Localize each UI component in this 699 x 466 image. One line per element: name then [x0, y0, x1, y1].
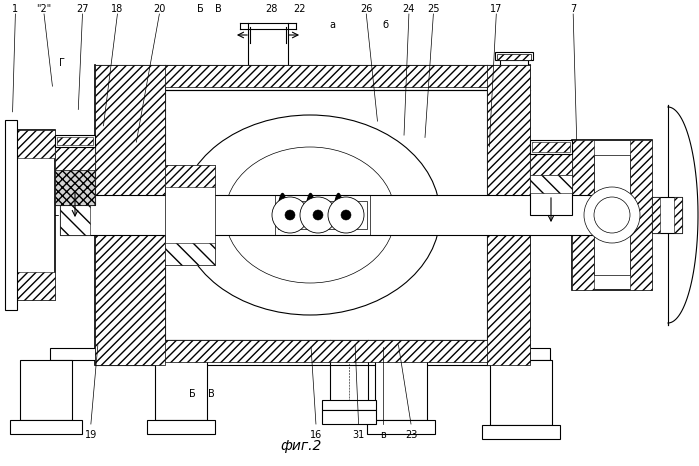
Text: 7: 7 — [570, 4, 576, 14]
Bar — [10, 130, 55, 300]
Bar — [60, 195, 90, 235]
Bar — [532, 142, 570, 152]
Text: 20: 20 — [153, 4, 166, 14]
Bar — [57, 137, 93, 145]
Bar — [20, 360, 72, 420]
Bar — [322, 410, 376, 424]
Bar — [594, 155, 630, 275]
Text: "2": "2" — [36, 4, 52, 14]
Bar — [155, 360, 207, 420]
Bar — [530, 175, 572, 193]
Bar — [530, 140, 572, 154]
Bar — [652, 197, 660, 233]
Circle shape — [594, 197, 630, 233]
Bar — [674, 197, 682, 233]
Text: 23: 23 — [405, 431, 417, 440]
Bar — [165, 165, 215, 265]
Bar — [10, 420, 82, 434]
Text: Б: Б — [197, 4, 204, 14]
Text: 28: 28 — [265, 4, 278, 14]
Bar — [375, 360, 427, 420]
Bar — [490, 360, 552, 425]
Text: а: а — [330, 21, 336, 30]
Circle shape — [285, 210, 295, 220]
Bar — [55, 145, 95, 205]
Text: Б: Б — [189, 389, 196, 399]
Bar — [278, 201, 367, 229]
Bar — [10, 130, 55, 158]
Bar — [572, 140, 652, 290]
Bar — [55, 145, 95, 170]
Text: 18: 18 — [111, 4, 124, 14]
Text: 19: 19 — [85, 431, 97, 440]
Bar — [5, 120, 17, 310]
Text: В: В — [208, 389, 215, 399]
Text: 31: 31 — [352, 431, 365, 440]
Bar — [165, 165, 215, 187]
Bar — [367, 420, 435, 434]
Text: в: в — [380, 431, 386, 440]
Bar — [497, 54, 531, 60]
Circle shape — [313, 210, 323, 220]
Circle shape — [300, 197, 336, 233]
Text: 17: 17 — [490, 4, 503, 14]
Text: Г: Г — [59, 58, 64, 68]
Ellipse shape — [225, 147, 395, 283]
Bar — [10, 272, 55, 300]
Bar — [55, 170, 95, 205]
Text: 22: 22 — [293, 4, 305, 14]
Ellipse shape — [180, 115, 440, 315]
Circle shape — [272, 197, 308, 233]
Bar — [55, 135, 95, 147]
Bar — [60, 195, 630, 235]
Text: 24: 24 — [403, 4, 415, 14]
Bar — [95, 340, 530, 362]
Circle shape — [584, 187, 640, 243]
Bar — [530, 153, 572, 175]
Bar — [147, 420, 215, 434]
Bar — [630, 140, 652, 290]
Text: фиг.2: фиг.2 — [280, 439, 322, 453]
Text: 25: 25 — [427, 4, 440, 14]
Text: 26: 26 — [360, 4, 373, 14]
Text: б: б — [382, 21, 388, 30]
Bar — [652, 197, 682, 233]
Text: В: В — [215, 4, 222, 14]
Bar — [600, 195, 630, 235]
Bar — [487, 65, 530, 365]
Bar — [495, 52, 533, 60]
Circle shape — [341, 210, 351, 220]
Bar — [165, 243, 215, 265]
Bar — [482, 425, 560, 439]
Text: 16: 16 — [310, 431, 322, 440]
Bar — [95, 65, 165, 365]
Bar — [95, 65, 530, 87]
Circle shape — [328, 197, 364, 233]
Text: 1: 1 — [13, 4, 18, 14]
Bar — [322, 400, 376, 410]
Bar — [50, 348, 550, 360]
Bar — [572, 140, 594, 290]
Bar — [275, 195, 370, 235]
Text: 27: 27 — [76, 4, 89, 14]
Bar — [530, 153, 572, 215]
